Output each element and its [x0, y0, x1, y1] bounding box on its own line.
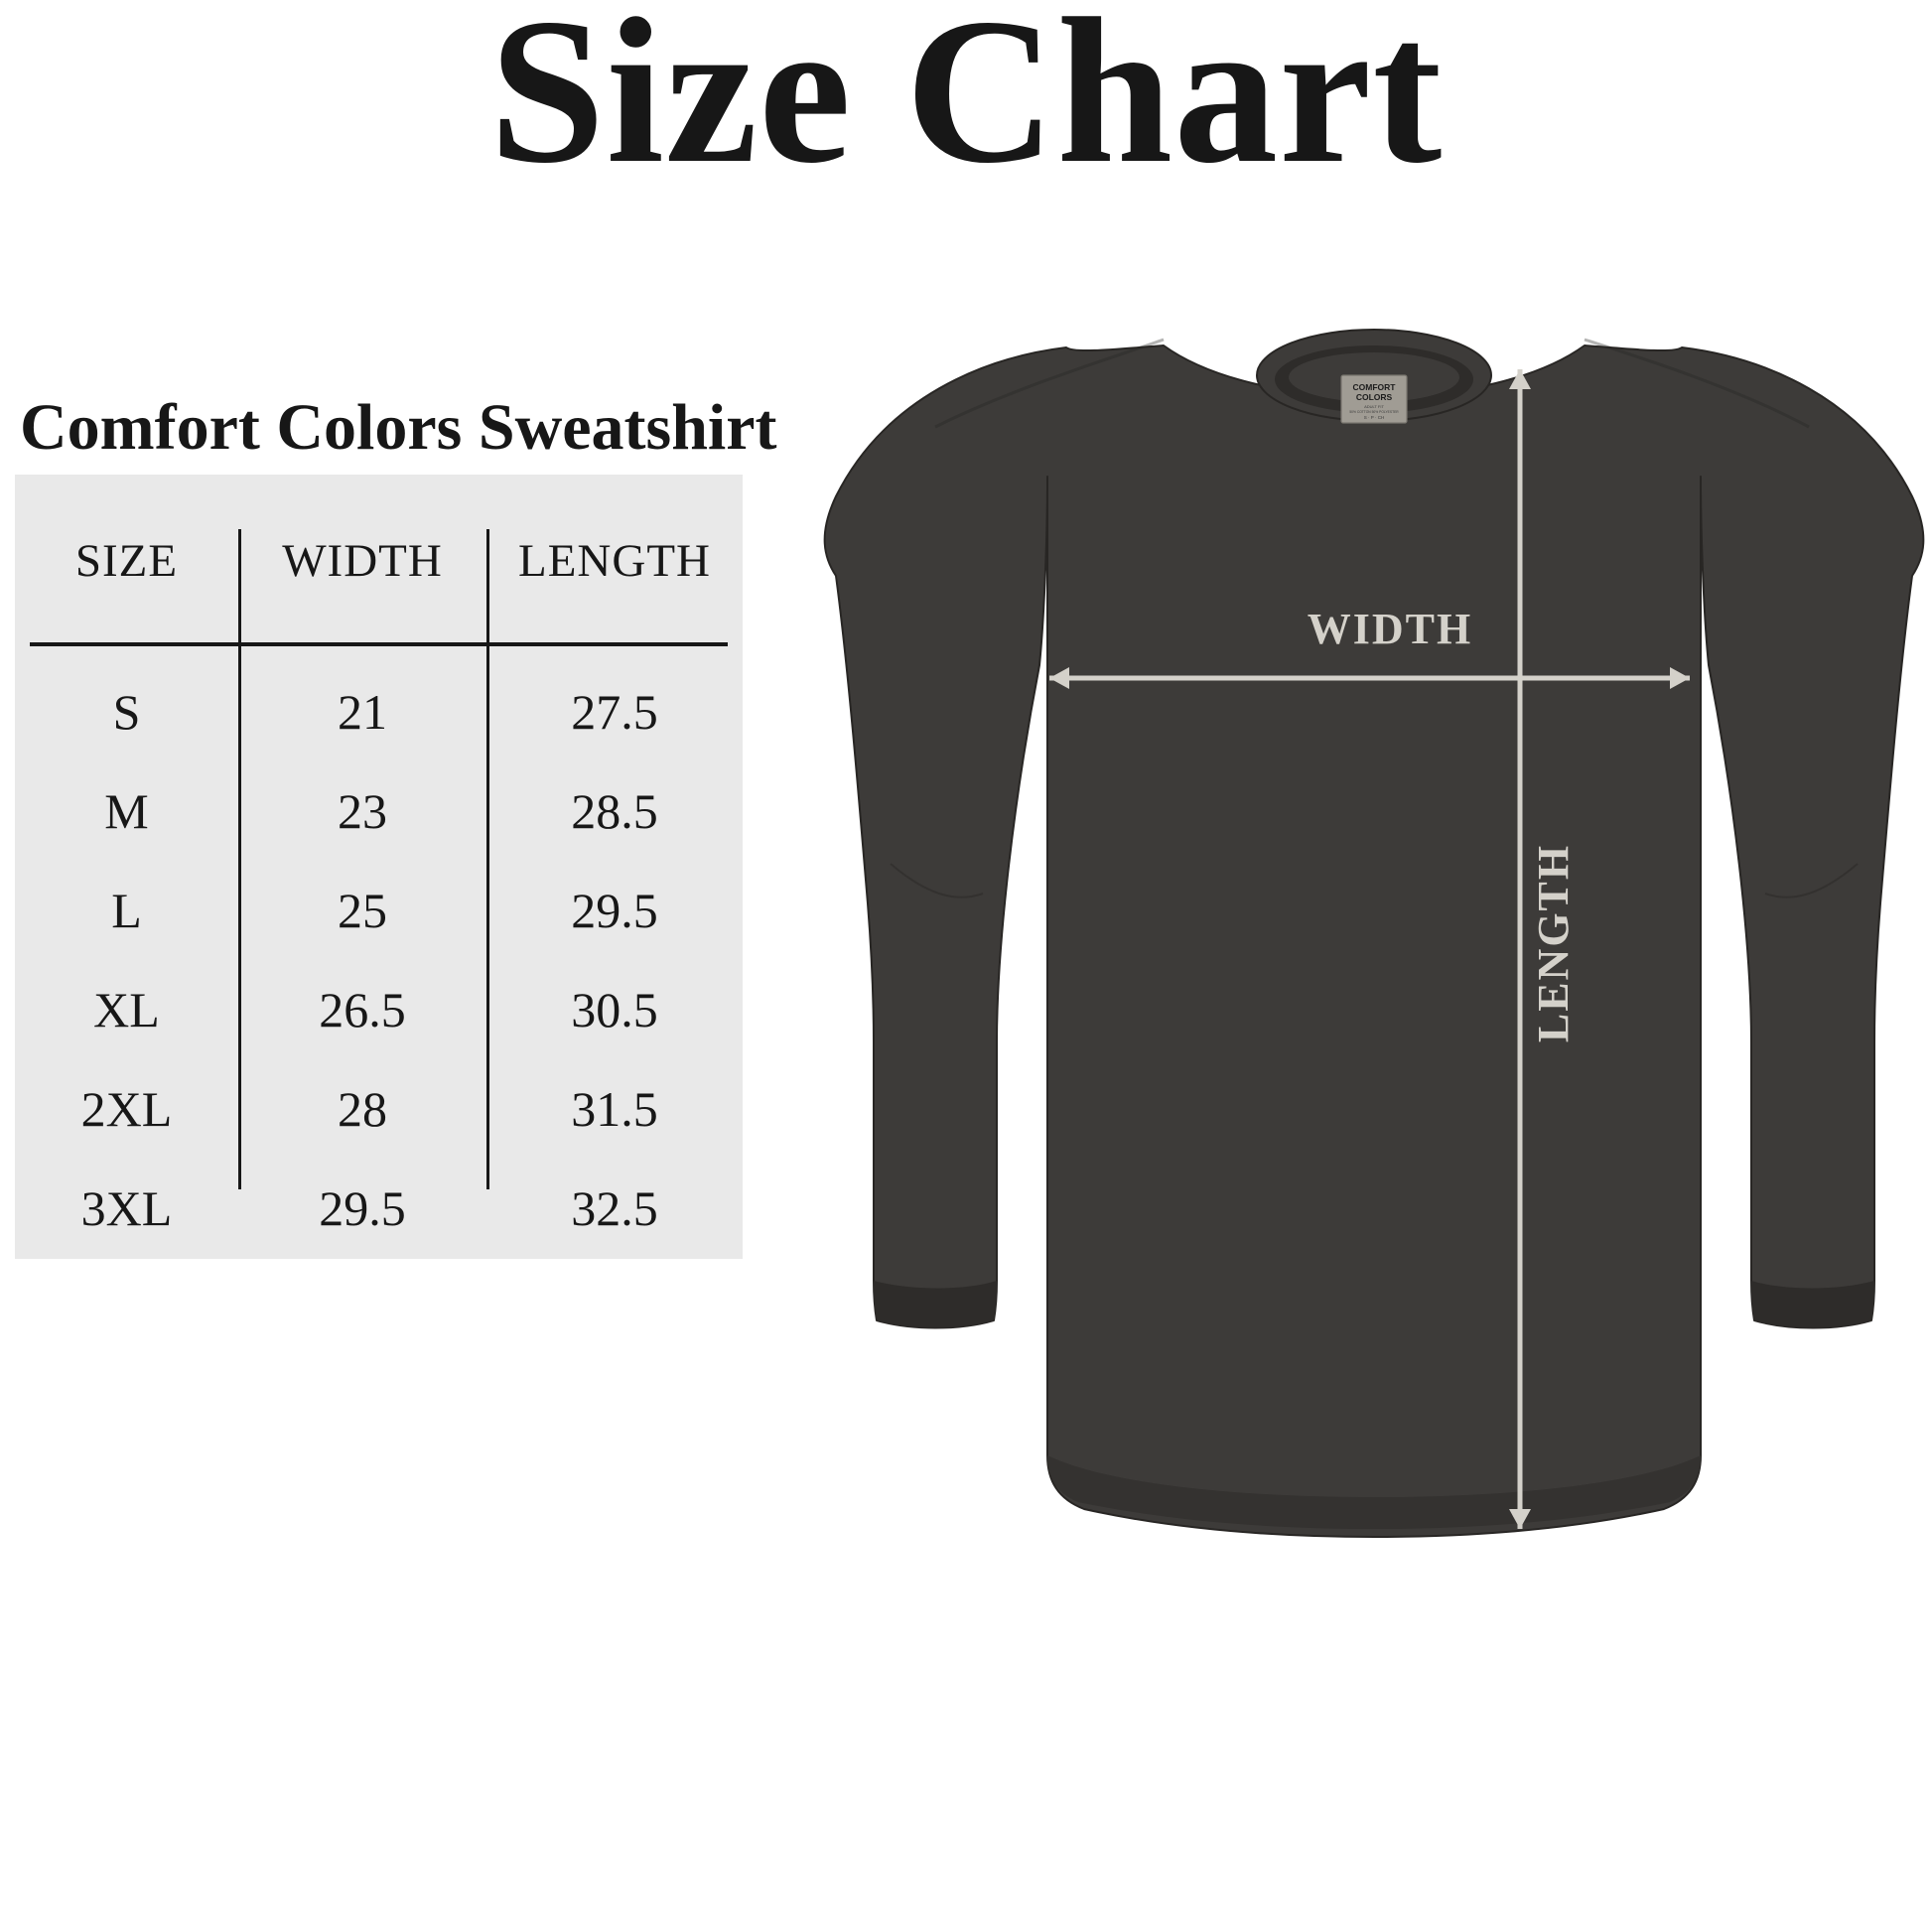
svg-text:LENGTH: LENGTH — [1529, 844, 1578, 1042]
svg-text:WIDTH: WIDTH — [1308, 605, 1472, 653]
svg-text:COLORS: COLORS — [1356, 392, 1393, 402]
svg-text:ADULT FIT: ADULT FIT — [1364, 404, 1384, 409]
svg-text:COMFORT: COMFORT — [1353, 382, 1397, 392]
svg-text:S · P · CH: S · P · CH — [1364, 415, 1384, 420]
svg-text:50% COTTON 50% POLYESTER: 50% COTTON 50% POLYESTER — [1349, 410, 1399, 414]
